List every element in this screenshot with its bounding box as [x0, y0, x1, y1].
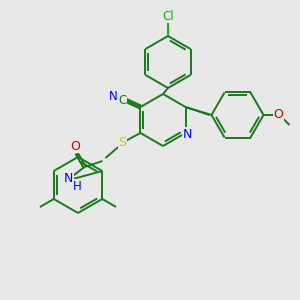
Text: O: O	[274, 109, 284, 122]
Text: O: O	[70, 140, 80, 152]
Text: H: H	[73, 179, 82, 193]
Text: N: N	[109, 89, 118, 103]
Text: N: N	[183, 128, 192, 140]
Text: S: S	[118, 136, 127, 149]
Text: C: C	[118, 94, 127, 106]
Text: N: N	[64, 172, 73, 185]
Text: Cl: Cl	[162, 10, 174, 22]
